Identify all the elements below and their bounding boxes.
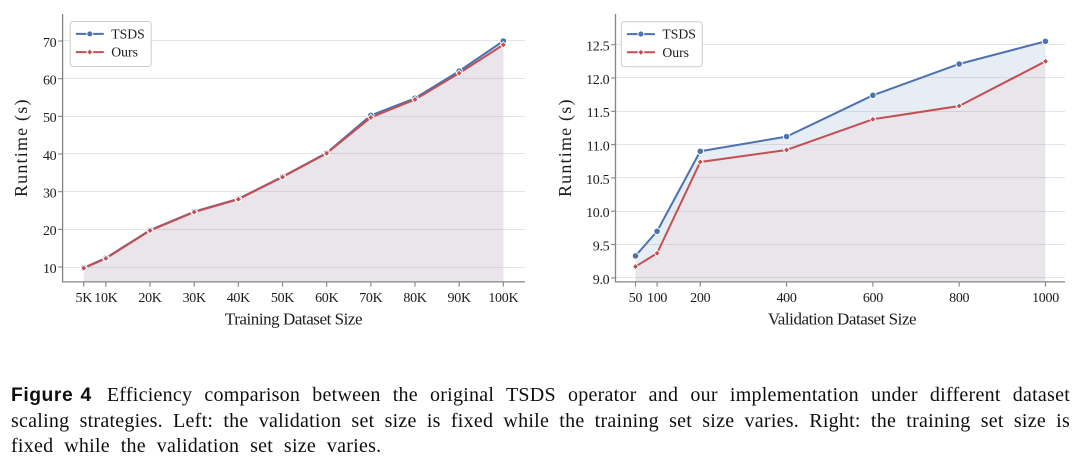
svg-text:Ours: Ours: [111, 45, 138, 60]
svg-text:1000: 1000: [1032, 291, 1059, 306]
svg-text:90K: 90K: [448, 291, 471, 306]
svg-text:30K: 30K: [183, 291, 206, 306]
svg-text:10K: 10K: [94, 291, 117, 306]
svg-text:50: 50: [43, 111, 57, 126]
svg-text:70: 70: [43, 36, 57, 51]
svg-text:TSDS: TSDS: [662, 27, 695, 42]
svg-text:5K: 5K: [76, 291, 93, 306]
svg-text:20K: 20K: [138, 291, 161, 306]
svg-text:40: 40: [43, 149, 57, 164]
svg-text:12.0: 12.0: [586, 73, 610, 88]
svg-text:800: 800: [949, 291, 969, 306]
svg-text:10.0: 10.0: [586, 206, 610, 221]
svg-text:10.5: 10.5: [586, 173, 610, 188]
svg-text:12.5: 12.5: [586, 40, 610, 55]
svg-text:60K: 60K: [315, 291, 338, 306]
svg-text:9.0: 9.0: [593, 273, 610, 288]
svg-text:Runtime (s): Runtime (s): [555, 98, 576, 197]
svg-text:50: 50: [629, 291, 643, 306]
svg-text:80K: 80K: [403, 291, 426, 306]
svg-text:40K: 40K: [227, 291, 250, 306]
svg-text:600: 600: [863, 291, 883, 306]
svg-text:100: 100: [647, 291, 667, 306]
svg-text:11.5: 11.5: [587, 106, 610, 121]
svg-text:60: 60: [43, 74, 57, 89]
svg-text:100K: 100K: [488, 291, 518, 306]
svg-text:400: 400: [776, 291, 796, 306]
svg-text:50K: 50K: [271, 291, 294, 306]
svg-text:20: 20: [43, 224, 57, 239]
svg-text:200: 200: [690, 291, 710, 306]
svg-text:10: 10: [43, 262, 57, 277]
svg-text:70K: 70K: [359, 291, 382, 306]
svg-text:11.0: 11.0: [587, 140, 610, 155]
svg-text:30: 30: [43, 187, 57, 202]
svg-text:Ours: Ours: [662, 45, 689, 60]
svg-text:TSDS: TSDS: [111, 27, 144, 42]
svg-text:Training Dataset Size: Training Dataset Size: [225, 310, 362, 329]
svg-text:9.5: 9.5: [593, 239, 610, 254]
svg-text:Validation Dataset Size: Validation Dataset Size: [768, 310, 916, 329]
svg-text:Runtime (s): Runtime (s): [11, 98, 32, 197]
